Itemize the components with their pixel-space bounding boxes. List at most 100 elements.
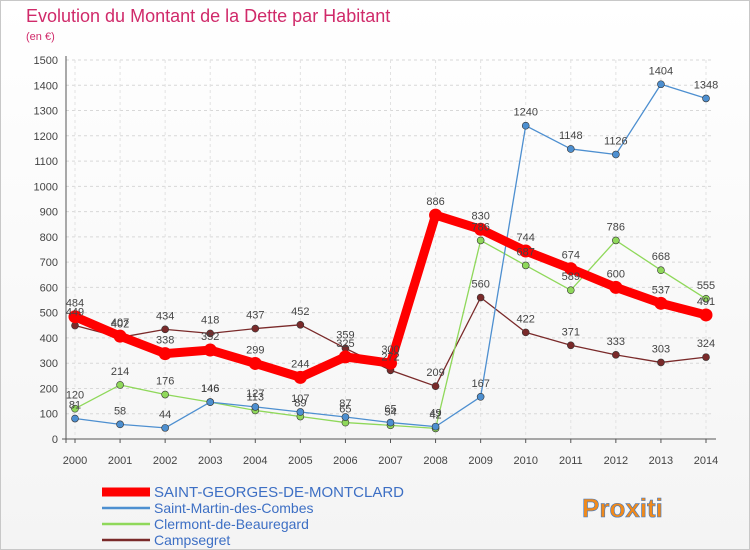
data-label: 589 <box>562 271 580 283</box>
data-point-1 <box>657 80 665 89</box>
data-label: 744 <box>517 232 535 244</box>
data-label: 299 <box>246 344 264 356</box>
x-tick-label: 2010 <box>513 455 537 467</box>
chart-title: Evolution du Montant de la Dette par Hab… <box>26 6 390 26</box>
data-label: 120 <box>66 390 84 402</box>
data-label: 687 <box>517 246 535 258</box>
y-tick-label: 600 <box>40 282 58 294</box>
y-tick-label: 800 <box>40 232 58 244</box>
y-tick-label: 300 <box>40 358 58 370</box>
data-point-1 <box>341 413 350 421</box>
data-point-1 <box>206 398 215 406</box>
data-point-3 <box>296 320 305 329</box>
data-point-2 <box>566 286 575 294</box>
y-tick-label: 700 <box>40 257 58 269</box>
data-point-1 <box>71 414 79 423</box>
data-point-0 <box>338 350 352 364</box>
x-tick-label: 2003 <box>198 455 222 467</box>
data-point-0 <box>113 329 127 343</box>
data-label: 600 <box>607 268 625 280</box>
data-label: 300 <box>381 344 399 356</box>
data-label: 49 <box>429 408 441 420</box>
y-tick-label: 1200 <box>34 131 58 143</box>
data-point-0 <box>158 347 172 361</box>
data-point-1 <box>521 121 530 130</box>
x-tick-label: 2008 <box>423 455 447 467</box>
data-label: 422 <box>517 313 535 325</box>
data-label: 54 <box>384 406 396 418</box>
data-label: 830 <box>471 210 489 222</box>
data-label: 42 <box>429 409 441 421</box>
data-point-2 <box>657 266 665 275</box>
data-point-3 <box>206 329 215 338</box>
data-label: 1348 <box>694 79 718 91</box>
x-tick-label: 2011 <box>559 455 583 467</box>
data-point-3 <box>702 353 710 361</box>
data-label: 786 <box>607 221 625 233</box>
data-point-0 <box>519 244 533 258</box>
x-tick-label: 2013 <box>649 455 673 467</box>
data-point-2 <box>476 236 485 245</box>
data-label: 668 <box>652 251 670 263</box>
legend-label-2: Clermont-de-Beauregard <box>154 516 309 532</box>
x-tick-label: 2005 <box>288 455 312 467</box>
data-point-2 <box>612 236 620 245</box>
data-point-0 <box>384 356 397 370</box>
data-label: 1126 <box>604 135 628 147</box>
data-label: 437 <box>246 310 264 322</box>
data-point-3 <box>612 351 620 359</box>
legend-label-3: Campsegret <box>154 532 230 548</box>
data-label: 176 <box>156 376 174 388</box>
data-label: 338 <box>156 335 174 347</box>
y-tick-label: 1500 <box>34 55 58 67</box>
data-label: 324 <box>697 338 715 350</box>
data-point-2 <box>161 390 169 399</box>
data-label: 537 <box>652 284 670 296</box>
data-point-3 <box>657 358 665 367</box>
data-point-3 <box>566 341 575 350</box>
data-label: 127 <box>246 388 264 400</box>
data-label: 560 <box>471 279 489 291</box>
data-label: 58 <box>114 405 126 417</box>
data-label: 333 <box>607 336 625 348</box>
data-point-0 <box>293 370 307 384</box>
data-label: 244 <box>291 358 309 370</box>
x-tick-label: 2004 <box>243 455 267 467</box>
data-label: 418 <box>201 314 219 326</box>
data-label: 352 <box>201 331 219 343</box>
data-point-3 <box>521 328 530 337</box>
data-label: 113 <box>247 391 265 403</box>
data-label: 146 <box>201 383 219 395</box>
y-tick-label: 200 <box>40 383 58 395</box>
data-label: 214 <box>111 366 129 378</box>
legend-label-0: SAINT-GEORGES-DE-MONTCLARD <box>154 484 404 501</box>
y-tick-label: 1000 <box>34 181 58 193</box>
data-point-1 <box>296 408 305 416</box>
data-label: 44 <box>159 409 171 421</box>
data-label: 303 <box>652 343 670 355</box>
data-label: 65 <box>339 404 351 416</box>
data-label: 484 <box>66 298 84 310</box>
data-point-2 <box>71 404 79 413</box>
data-point-0 <box>699 308 713 322</box>
x-tick-label: 2006 <box>333 455 357 467</box>
data-point-2 <box>521 261 530 270</box>
data-label: 81 <box>69 400 81 412</box>
data-label: 449 <box>66 307 84 319</box>
x-tick-label: 2001 <box>108 455 132 467</box>
data-point-0 <box>68 310 82 324</box>
data-label: 886 <box>426 196 444 208</box>
data-label: 87 <box>339 398 351 410</box>
data-point-0 <box>203 343 217 357</box>
data-point-3 <box>161 325 169 334</box>
data-point-0 <box>564 262 578 276</box>
data-label: 407 <box>111 317 129 329</box>
data-label: 434 <box>156 310 174 322</box>
legend-label-1: Saint-Martin-des-Combes <box>154 500 314 516</box>
data-point-1 <box>251 403 260 411</box>
y-tick-label: 400 <box>40 333 58 345</box>
y-tick-label: 900 <box>40 207 58 219</box>
data-label: 555 <box>697 280 715 292</box>
data-point-1 <box>612 150 620 159</box>
